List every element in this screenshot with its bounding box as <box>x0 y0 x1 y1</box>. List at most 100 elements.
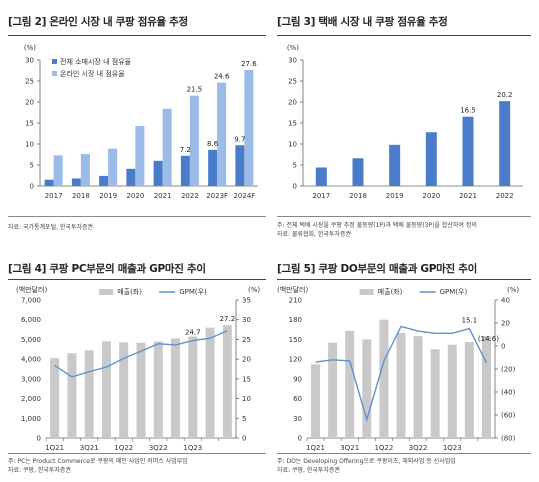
chart-title: [그림 2] 온라인 시장 내 쿠팡 점유율 추정 <box>8 16 188 28</box>
chart-title: [그림 5] 쿠팡 DO부문의 매출과 GP마진 추이 <box>277 263 477 275</box>
bar <box>481 336 491 438</box>
x-tick-label: 2017 <box>312 192 330 200</box>
x-tick-label: 2023F <box>206 192 228 200</box>
bar <box>379 319 389 438</box>
source-note: 자료: 쿠팡, 한국투자증권 <box>8 467 71 474</box>
panel-online-share: [그림 2] 온라인 시장 내 쿠팡 점유율 추정 (%) 0 5 10 15 20 25 3… <box>8 8 266 236</box>
y-tick-label-left: 1,000 <box>21 415 41 423</box>
y-tick-label-right: 0 <box>501 343 505 351</box>
x-tick-label: 1Q23 <box>443 444 462 452</box>
note: 주: PC는 Product Commerce로 쿠팡의 메인 사업인 커머스 … <box>8 458 188 465</box>
bar <box>189 95 199 186</box>
panel-pc-revenue: [그림 4] 쿠팡 PC부문의 매출과 GP마진 추이 (백만달러) (%) 0 1,… <box>8 255 266 477</box>
y-tick-label-right: 15 <box>242 375 251 383</box>
legend-swatch <box>52 59 57 64</box>
bar <box>362 339 372 438</box>
footer-rule <box>277 453 531 454</box>
y-tick-label: 15 <box>288 120 297 128</box>
bar <box>222 325 232 438</box>
bar <box>126 168 136 186</box>
y-tick-label-left: 4,000 <box>21 356 41 364</box>
data-label: (14.6) <box>478 335 499 343</box>
y-tick-label: 30 <box>288 57 297 65</box>
y-tick-label: 0 <box>293 183 297 191</box>
x-tick-label: 2024F <box>233 192 255 200</box>
y-axis-unit: (%) <box>24 44 36 52</box>
bar <box>311 364 321 438</box>
y-tick-label-right: 10 <box>242 395 251 403</box>
bar <box>71 178 81 186</box>
legend-swatch-bar <box>359 289 374 295</box>
chart-do-revenue: (백만달러) (%) 0 30 60 90 120 150 180 210 (80) (60) (40)… <box>277 285 519 452</box>
x-tick-label: 2021 <box>459 192 477 200</box>
x-tick-label: 1Q23 <box>183 444 202 452</box>
y-tick-label-left: 7,000 <box>21 297 41 305</box>
y-tick-label-right: 40 <box>501 297 510 305</box>
y-axis-unit-right: (%) <box>507 286 519 294</box>
bar <box>413 336 423 438</box>
bar <box>44 179 54 186</box>
y-axis-unit-left: (백만달러) <box>277 285 308 294</box>
legend-swatch <box>52 71 57 76</box>
y-tick-label-right: (80) <box>501 435 516 443</box>
bar <box>108 148 118 186</box>
title-rule <box>8 35 266 36</box>
footer-rule <box>8 453 266 454</box>
y-tick-label-right: (60) <box>501 412 516 420</box>
y-tick-label-right: 5 <box>242 415 246 423</box>
footer-rule <box>277 216 531 217</box>
y-tick-label: 20 <box>25 99 34 107</box>
y-tick-label-left: 210 <box>289 297 302 305</box>
y-tick-label-left: 6,000 <box>21 316 41 324</box>
y-tick-label: 10 <box>25 141 34 149</box>
y-axis-unit-right: (%) <box>248 286 260 294</box>
bar <box>389 144 401 186</box>
x-tick-label: 2017 <box>45 192 63 200</box>
bar <box>135 125 145 186</box>
bar <box>396 332 406 438</box>
x-tick-label: 1Q21 <box>45 444 64 452</box>
data-label: 9.7 <box>234 135 245 143</box>
x-tick-label: 3Q21 <box>80 444 99 452</box>
y-tick-label-left: 3,000 <box>21 375 41 383</box>
bar <box>244 70 254 186</box>
legend-swatch-bar <box>99 289 114 295</box>
bar <box>425 132 437 186</box>
footer-rule <box>8 216 266 217</box>
x-tick-label: 3Q21 <box>340 444 359 452</box>
x-tick-label: 2022 <box>181 192 199 200</box>
y-tick-label-right: 20 <box>242 356 251 364</box>
bar <box>162 108 172 186</box>
chart-online-share: (%) 0 5 10 15 20 25 30 2017 2018 2019 2020 2021 2022 2… <box>24 44 258 200</box>
x-tick-label: 2018 <box>72 192 90 200</box>
y-tick-label: 20 <box>288 99 297 107</box>
y-tick-label: 15 <box>25 120 34 128</box>
gpm-line <box>54 330 228 378</box>
bar <box>136 342 146 438</box>
bar <box>205 327 215 438</box>
title-rule <box>8 279 266 280</box>
y-tick-label-left: 90 <box>293 375 302 383</box>
data-label: 16.5 <box>460 107 476 115</box>
x-tick-label: 1Q22 <box>114 444 133 452</box>
y-tick-label-left: 30 <box>293 415 302 423</box>
panel-parcel-share: [그림 3] 택배 시장 내 쿠팡 점유율 추정 (%) 0 5 10 15 20 25 30… <box>277 8 531 246</box>
bar <box>328 342 338 438</box>
y-tick-label-left: 60 <box>293 395 302 403</box>
x-tick-label: 3Q22 <box>149 444 168 452</box>
chart-parcel-share: (%) 0 5 10 15 20 25 30 2017 2018 2019 2020 2021 2022 1… <box>287 44 523 200</box>
chart-title: [그림 3] 택배 시장 내 쿠팡 점유율 추정 <box>277 16 448 28</box>
bar <box>153 341 163 438</box>
data-label: 27.6 <box>241 60 257 68</box>
y-tick-label-right: (40) <box>501 389 516 397</box>
bar <box>352 158 364 186</box>
bar <box>101 341 111 438</box>
panel-do-revenue: [그림 5] 쿠팡 DO부문의 매출과 GP마진 추이 (백만달러) (%) 0 30… <box>277 255 531 477</box>
y-tick-label-right: 0 <box>242 435 246 443</box>
source-note: 자료: 물류협회, 한국투자증권 <box>277 231 351 238</box>
y-tick-label: 25 <box>25 78 34 86</box>
note: 주: 전체 택배 시장을 쿠팡 추정 물동량(1P)과 택배 물동량(3P)을 … <box>277 222 477 229</box>
x-tick-label: 3Q22 <box>409 444 428 452</box>
x-tick-label: 1Q22 <box>374 444 393 452</box>
x-tick-label: 1Q21 <box>306 444 325 452</box>
